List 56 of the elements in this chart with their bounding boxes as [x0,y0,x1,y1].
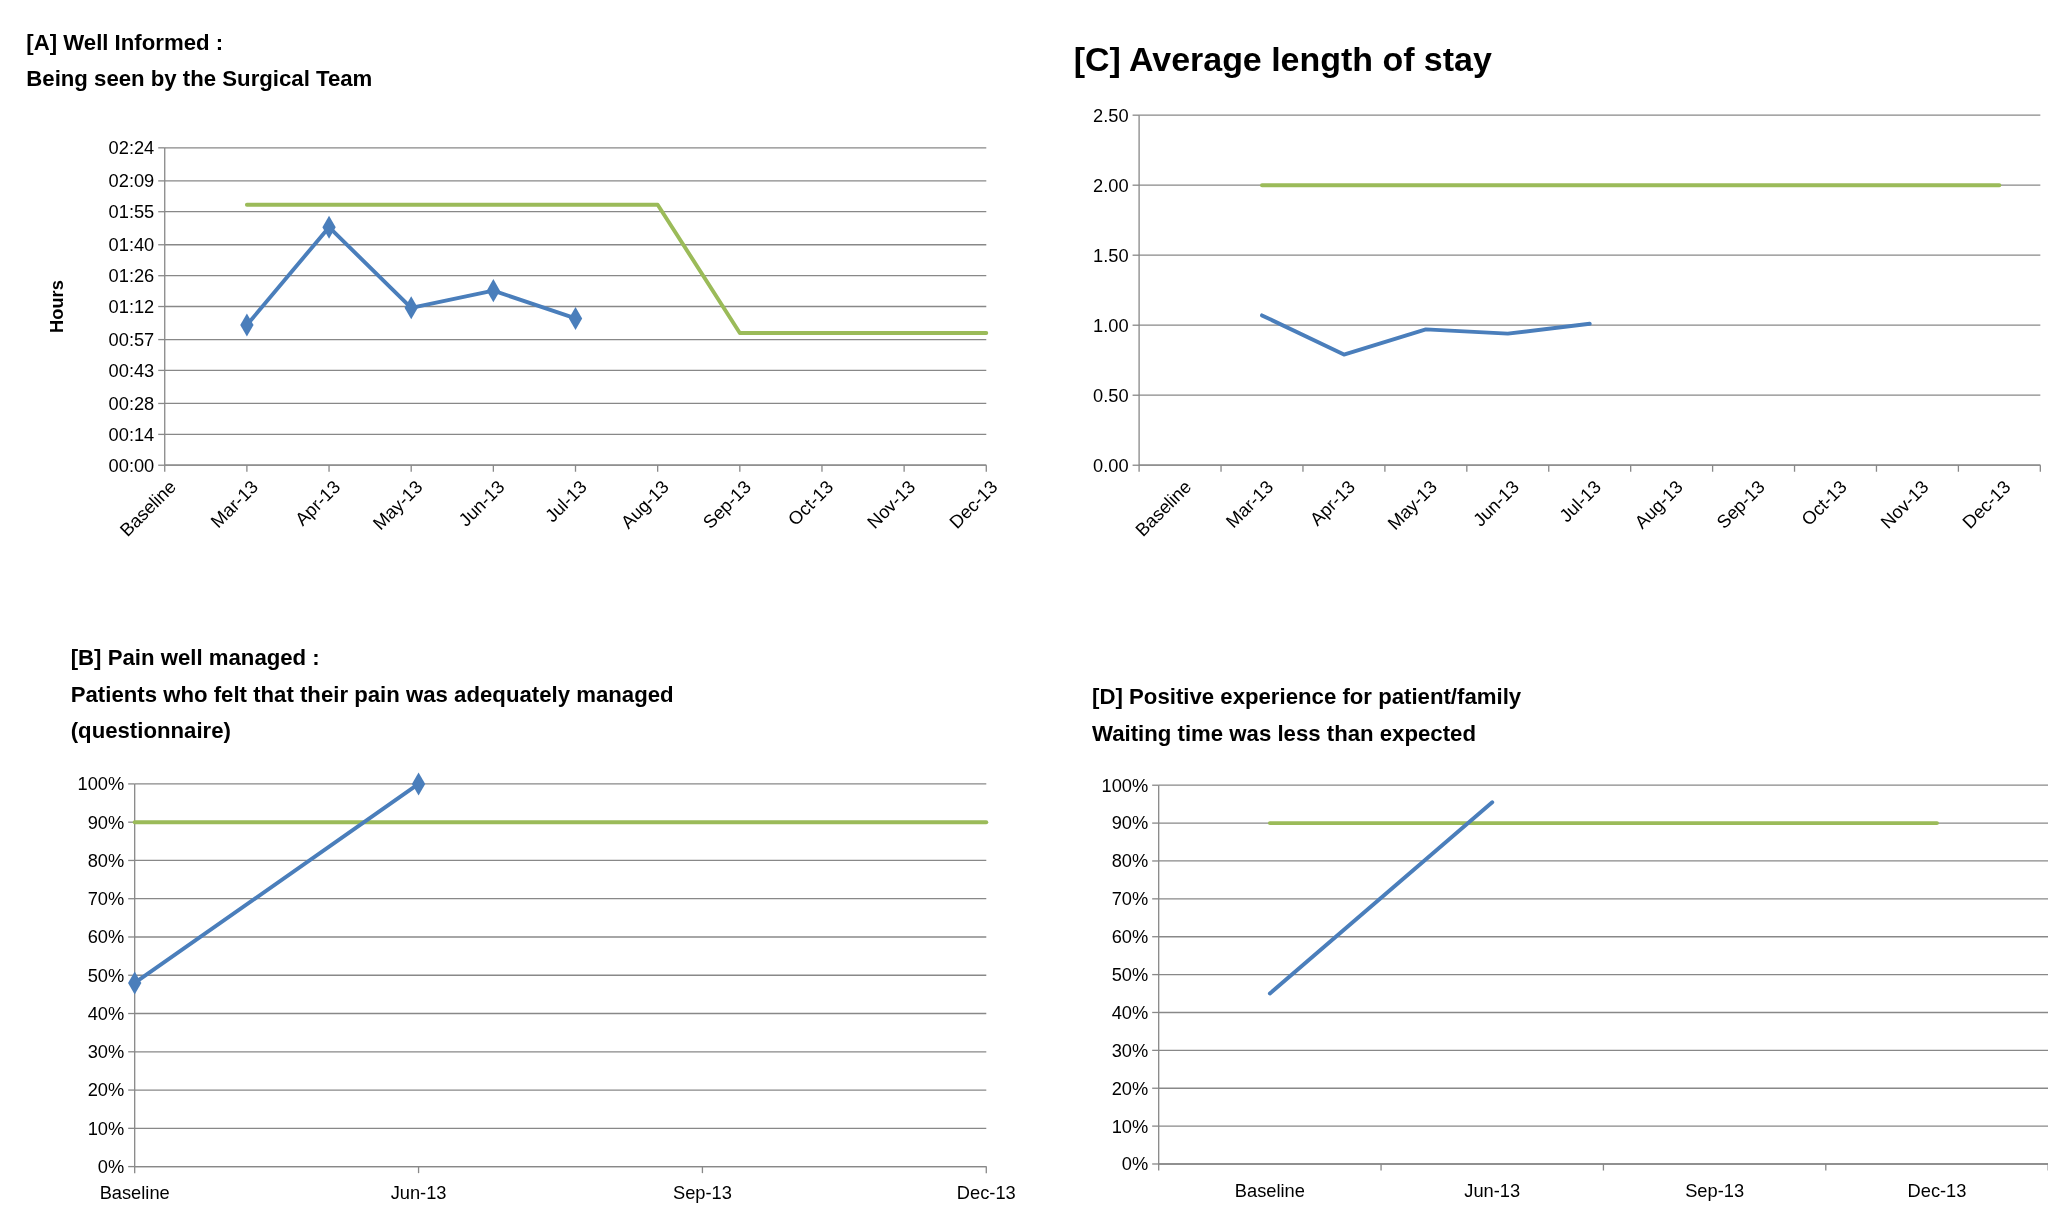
x-tick-label: Baseline [1234,1179,1305,1201]
y-tick-label: 01:12 [108,295,155,317]
y-tick-label: 60% [87,926,125,948]
x-tick-label: Sep-13 [672,1182,732,1204]
x-tick-label: Baseline [99,1182,170,1204]
y-tick-label: 90% [87,811,125,833]
y-axis-title: Hours [45,280,67,333]
y-tick-label: 40% [87,1002,125,1024]
y-tick-label: 90% [1111,812,1149,834]
y-tick-label: 50% [87,964,125,986]
x-tick-label: Sep-13 [1685,1179,1745,1201]
x-tick-label: Jun-13 [390,1182,447,1204]
y-tick-label: 1.00 [1093,314,1129,336]
chart-title: [D] Positive experience for patient/family [1092,684,1522,710]
y-tick-label: 70% [1111,888,1149,910]
y-tick-label: 10% [1111,1115,1149,1137]
y-tick-label: 70% [87,888,125,910]
x-tick-label: Dec-13 [956,1182,1016,1204]
chart-subtitle: Waiting time was less than expected [1092,720,1476,746]
y-tick-label: 80% [87,849,125,871]
y-tick-label: 00:43 [108,359,155,381]
y-tick-label: 0% [1121,1153,1149,1175]
y-tick-label: 80% [1111,850,1149,872]
y-tick-label: 01:40 [108,234,155,256]
chart-subtitle: Patients who felt that their pain was adequately managed (questionnaire) [70,681,674,744]
y-tick-label: 00:00 [108,454,155,476]
chart-title: [C] Average length of stay [1073,39,1492,78]
y-tick-label: 50% [1111,964,1149,985]
y-tick-label: 02:09 [108,170,155,192]
y-tick-label: 2.50 [1093,104,1129,126]
chart-subtitle: Being seen by the Surgical Team [26,66,373,92]
y-tick-label: 30% [87,1041,125,1063]
y-tick-label: 02:24 [108,137,155,159]
x-tick-label: Dec-13 [1907,1179,1967,1201]
y-tick-label: 20% [1111,1077,1149,1099]
y-tick-label: 40% [1111,1001,1149,1023]
y-tick-label: 01:26 [108,265,155,287]
y-tick-label: 20% [87,1079,125,1101]
y-tick-label: 00:28 [108,392,155,414]
x-tick-label: Jun-13 [1464,1179,1521,1201]
y-tick-label: 00:14 [108,423,155,445]
y-tick-label: 2.00 [1093,174,1129,196]
y-tick-label: 01:55 [108,201,155,223]
y-tick-label: 10% [87,1117,125,1139]
y-tick-label: 0.50 [1093,384,1129,406]
y-tick-label: 60% [1111,926,1149,948]
chart-title: [B] Pain well managed : [70,645,320,671]
y-tick-label: 30% [1111,1039,1149,1061]
y-tick-label: 100% [77,773,125,795]
y-tick-label: 100% [1101,774,1149,796]
chart-title: [A] Well Informed : [26,29,224,55]
y-tick-label: 0% [97,1156,125,1177]
y-tick-label: 1.50 [1093,244,1129,266]
y-tick-label: 00:57 [108,328,155,350]
line-series [1260,313,1592,357]
y-tick-label: 0.00 [1093,454,1129,476]
